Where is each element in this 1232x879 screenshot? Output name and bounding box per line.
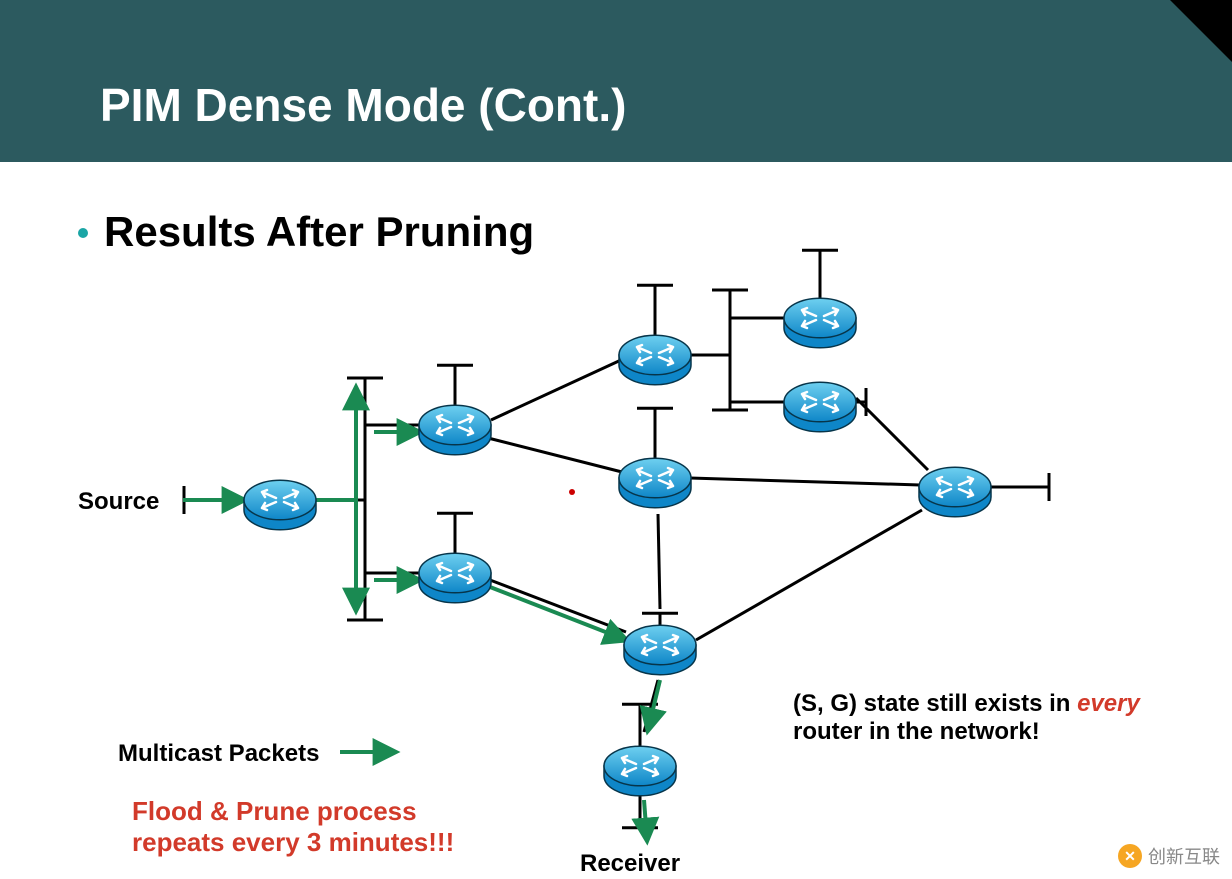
- sg-state-note: (S, G) state still exists in every route…: [793, 690, 1193, 746]
- watermark-icon: ✕: [1118, 844, 1142, 868]
- flood-prune-line2: repeats every 3 minutes!!!: [132, 827, 454, 858]
- router-icon: [419, 405, 491, 455]
- router-icon: [784, 382, 856, 432]
- watermark: ✕ 创新互联: [1118, 843, 1220, 869]
- receiver-label: Receiver: [580, 850, 680, 878]
- sg-post: router in the network!: [793, 718, 1040, 745]
- router-icon: [919, 467, 991, 517]
- router-icon: [784, 298, 856, 348]
- sg-em: every: [1077, 690, 1140, 717]
- sg-pre: (S, G) state still exists in: [793, 690, 1077, 717]
- watermark-text: 创新互联: [1148, 843, 1220, 869]
- router-icon: [619, 335, 691, 385]
- router-icon: [244, 480, 316, 530]
- source-label: Source: [78, 488, 159, 516]
- router-icon: [624, 625, 696, 675]
- multicast-packets-label: Multicast Packets: [118, 740, 319, 768]
- flood-prune-note: Flood & Prune process repeats every 3 mi…: [132, 796, 454, 858]
- flood-prune-line1: Flood & Prune process: [132, 796, 454, 827]
- router-icon: [619, 458, 691, 508]
- router-icon: [419, 553, 491, 603]
- router-icon: [604, 746, 676, 796]
